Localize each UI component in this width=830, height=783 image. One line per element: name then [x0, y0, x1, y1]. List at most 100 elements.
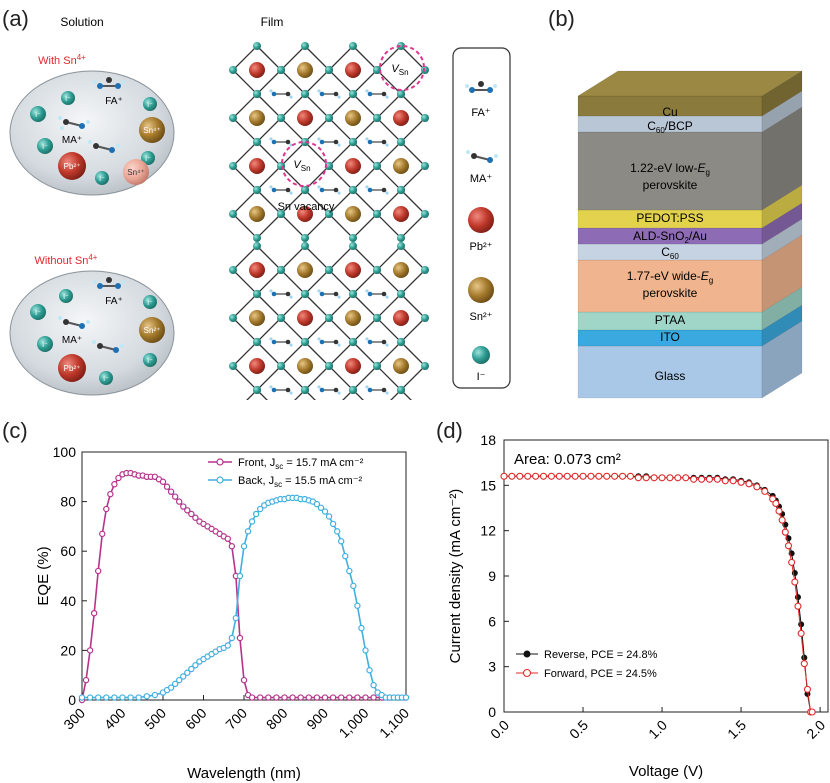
y-tick-label: 9 — [488, 568, 496, 584]
data-point — [788, 558, 796, 566]
data-point — [354, 602, 361, 609]
data-point — [265, 694, 272, 701]
data-point — [103, 694, 110, 701]
data-point — [305, 694, 312, 701]
pb-atom — [345, 62, 361, 78]
data-point — [595, 472, 603, 480]
sn-atom — [345, 110, 361, 126]
legend-pb: Pb²⁺ — [470, 241, 493, 253]
data-point — [135, 694, 142, 701]
y-tick-label: 3 — [488, 659, 496, 675]
iodide-atom — [421, 114, 429, 122]
layer-front-9 — [577, 345, 763, 399]
data-point — [571, 472, 579, 480]
svg-text:Sn²⁺: Sn²⁺ — [144, 326, 161, 335]
data-point — [119, 694, 126, 701]
iodide-atom — [397, 138, 405, 146]
data-point — [228, 634, 236, 642]
iodide-atom — [253, 338, 261, 346]
data-point — [163, 483, 171, 490]
iodide-atom — [349, 138, 357, 146]
iodide-atom — [421, 362, 429, 370]
data-point — [167, 488, 175, 495]
x-tick-label: 2.0 — [803, 717, 828, 742]
data-point — [674, 474, 682, 482]
data-point — [346, 694, 353, 701]
sn-vacancy-marker-2 — [281, 141, 327, 187]
data-point — [86, 694, 94, 701]
sn-vacancy-marker-1 — [379, 45, 425, 91]
a-site-cation — [271, 339, 277, 345]
data-point — [801, 654, 808, 661]
pb-atom — [393, 310, 409, 326]
area-annotation: Area: 0.073 cm² — [514, 451, 621, 468]
iodide-atom — [349, 386, 357, 394]
iodide-atom — [325, 362, 333, 370]
data-point — [532, 472, 540, 480]
iodide-atom — [229, 114, 237, 122]
sn-vacancy-label: Sn vacancy — [278, 201, 335, 213]
data-point — [402, 694, 410, 701]
iodide-atom — [349, 42, 357, 50]
iodide-atom — [373, 162, 381, 170]
data-point — [808, 708, 816, 716]
layer-side-8 — [761, 304, 803, 347]
x-tick-label: 400 — [101, 705, 129, 733]
data-point — [232, 614, 240, 622]
x-tick-label: 500 — [141, 705, 169, 733]
panel-a-schematic: Solution Film With Sn4+ I⁻ I⁻ I⁻ I⁻ I⁻ I… — [9, 15, 511, 400]
data-point — [682, 474, 690, 482]
data-point — [99, 530, 106, 538]
data-point — [321, 694, 329, 701]
svg-text:perovskite: perovskite — [643, 286, 698, 300]
iodide-atom — [253, 234, 261, 242]
pb-atom — [345, 358, 361, 374]
svg-text:I⁻: I⁻ — [35, 112, 41, 119]
data-point — [171, 680, 179, 688]
data-point — [642, 474, 650, 482]
iodide-atom — [253, 186, 261, 194]
iodide-atom — [421, 266, 429, 274]
data-point — [618, 472, 627, 480]
data-point — [90, 609, 98, 617]
data-point — [611, 472, 619, 480]
series-line-0 — [81, 472, 406, 701]
y-tick-label: 6 — [488, 613, 496, 629]
y-axis-label: EQE (%) — [35, 546, 52, 605]
x-tick-label: 1,100 — [376, 705, 412, 741]
sn-atom — [345, 310, 361, 326]
iodide-atom — [325, 266, 333, 274]
legend-label-0: Reverse, PCE = 24.8% — [544, 649, 658, 661]
plot-frame — [81, 451, 407, 701]
svg-text:PEDOT:PSS: PEDOT:PSS — [636, 211, 703, 225]
sn-atom — [249, 206, 265, 222]
svg-text:I⁻: I⁻ — [42, 342, 48, 349]
iodide-atom — [397, 338, 405, 346]
data-point — [78, 694, 86, 701]
data-point — [508, 472, 516, 480]
data-point — [175, 676, 183, 684]
svg-text:FA⁺: FA⁺ — [105, 296, 123, 307]
sn-atom — [297, 358, 313, 374]
iodide-atom — [325, 66, 333, 74]
pb-atom — [345, 262, 361, 278]
data-point — [329, 694, 337, 701]
iodide-atom — [349, 186, 357, 194]
data-point — [778, 516, 786, 524]
y-tick-label: 18 — [480, 432, 496, 448]
legend-iodide: I⁻ — [477, 371, 486, 383]
iodide-atom — [301, 242, 309, 250]
data-point — [143, 693, 150, 700]
iodide-atom — [253, 42, 261, 50]
data-point — [579, 472, 587, 480]
a-site-cation — [367, 187, 373, 193]
pb-atom — [249, 358, 265, 374]
y-tick-label: 12 — [480, 523, 496, 539]
x-axis-label: Voltage (V) — [629, 763, 703, 780]
data-point — [180, 503, 187, 510]
data-point — [175, 498, 183, 505]
a-site-cation — [367, 387, 373, 393]
a-site-cation — [319, 387, 325, 393]
legend-sn: Sn²⁺ — [470, 311, 493, 323]
data-point — [350, 582, 357, 590]
